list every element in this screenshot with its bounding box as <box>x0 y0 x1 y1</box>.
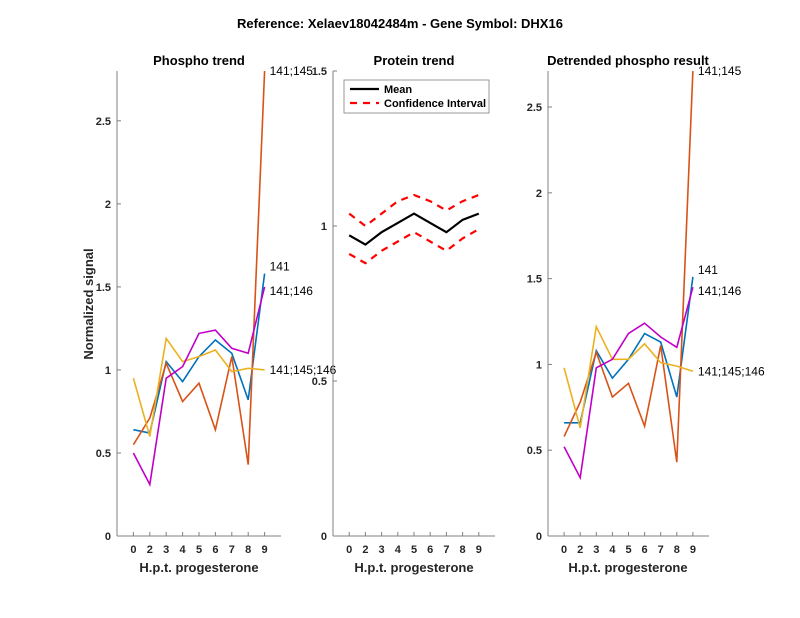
series-line-141-145 <box>132 70 266 465</box>
x-tick-label: 8 <box>460 544 466 556</box>
legend-label-mean: Mean <box>384 84 412 96</box>
y-tick-label: 1.5 <box>312 66 327 78</box>
x-tick-label: 0 <box>346 544 352 556</box>
y-tick-label: 1 <box>105 365 111 377</box>
series-end-label: 141;145 <box>270 64 314 78</box>
figure-title: Reference: Xelaev18042484m - Gene Symbol… <box>237 16 563 31</box>
x-tick-label: 9 <box>476 544 482 556</box>
x-tick-label: 9 <box>690 544 696 556</box>
y-tick-label: 1 <box>321 221 327 233</box>
x-tick-label: 6 <box>427 544 433 556</box>
x-tick-label: 4 <box>395 544 402 556</box>
x-tick-label: 9 <box>262 544 268 556</box>
y-tick-label: 1.5 <box>527 274 542 286</box>
y-tick-label: 2 <box>105 199 111 211</box>
y-tick-label: 0.5 <box>527 445 542 457</box>
x-tick-label: 7 <box>443 544 449 556</box>
series-line-141-145-146 <box>563 324 694 429</box>
x-tick-label: 5 <box>625 544 631 556</box>
series-end-label: 141;145;146 <box>698 364 765 378</box>
series-line-141-145-146 <box>132 336 265 437</box>
series-end-label: 141 <box>270 260 290 274</box>
plot-area: 00.511.50 2 3 4 5 6 7 8 9 <box>312 66 495 556</box>
series-line-141-145 <box>563 70 694 463</box>
series-end-label: 141 <box>698 263 718 277</box>
y-tick-label: 2 <box>536 188 542 200</box>
x-tick-label: 6 <box>212 544 218 556</box>
y-tick-label: 2.5 <box>96 116 111 128</box>
y-tick-label: 0 <box>321 531 327 543</box>
y-tick-label: 0 <box>105 531 111 543</box>
x-tick-label: 4 <box>609 544 616 556</box>
x-tick-label: 7 <box>229 544 235 556</box>
series-line-141-146 <box>563 286 694 481</box>
x-tick-label: 5 <box>196 544 202 556</box>
panel-title: Protein trend <box>374 53 455 68</box>
x-tick-label: 7 <box>658 544 664 556</box>
series-line-141 <box>564 276 694 424</box>
y-tick-label: 2.5 <box>527 102 542 114</box>
panel-title: Detrended phospho result <box>547 53 709 68</box>
y-tick-label: 0.5 <box>96 448 111 460</box>
series-line-confidence-interval-lower- <box>348 228 480 265</box>
x-axis-label: H.p.t. progesterone <box>568 560 687 575</box>
series-line-confidence-interval <box>348 193 480 228</box>
x-axis-label: H.p.t. progesterone <box>354 560 473 575</box>
y-axis-label: Normalized signal <box>81 248 96 359</box>
y-tick-label: 1.5 <box>96 282 111 294</box>
x-tick-label: 2 <box>147 544 153 556</box>
y-tick-label: 1 <box>536 359 542 371</box>
panel-phospho-trend: Phospho trend 00.511.522.50 2 3 4 5 6 7 8 9141;1… <box>81 53 337 575</box>
x-tick-label: 4 <box>180 544 187 556</box>
x-tick-label: 8 <box>674 544 680 556</box>
panel-title: Phospho trend <box>153 53 245 68</box>
panel-detrended-phospho: Detrended phospho result 00.511.522.50 2 3… <box>527 53 765 575</box>
x-tick-label: 2 <box>577 544 583 556</box>
series-end-label: 141;145;146 <box>270 363 337 377</box>
y-tick-label: 0 <box>536 531 542 543</box>
x-tick-label: 8 <box>245 544 251 556</box>
x-tick-label: 3 <box>379 544 385 556</box>
x-tick-label: 0 <box>561 544 567 556</box>
series-line-mean <box>348 212 480 246</box>
series-end-label: 141;145 <box>698 64 742 78</box>
x-tick-label: 5 <box>411 544 417 556</box>
panel-protein-trend: Protein trend 00.511.50 2 3 4 5 6 7 8 9 H.p.t. p… <box>312 53 495 575</box>
legend-box <box>343 79 490 114</box>
series-end-label: 141;146 <box>270 284 314 298</box>
plot-area: 00.511.522.50 2 3 4 5 6 7 8 9141;145141141;14614… <box>96 64 337 556</box>
series-end-label: 141;146 <box>698 284 742 298</box>
y-tick-label: 0.5 <box>312 376 327 388</box>
x-tick-label: 2 <box>362 544 368 556</box>
x-tick-label: 3 <box>163 544 169 556</box>
series-line-141-146 <box>132 286 266 488</box>
x-axis-label: H.p.t. progesterone <box>139 560 258 575</box>
x-tick-label: 0 <box>130 544 136 556</box>
plot-area: 00.511.522.50 2 3 4 5 6 7 8 9141;145141141;14614… <box>527 64 765 556</box>
x-tick-label: 6 <box>642 544 648 556</box>
legend-label-ci: Confidence Interval <box>384 98 486 110</box>
x-tick-label: 3 <box>593 544 599 556</box>
legend: Mean Confidence Interval <box>343 79 490 114</box>
